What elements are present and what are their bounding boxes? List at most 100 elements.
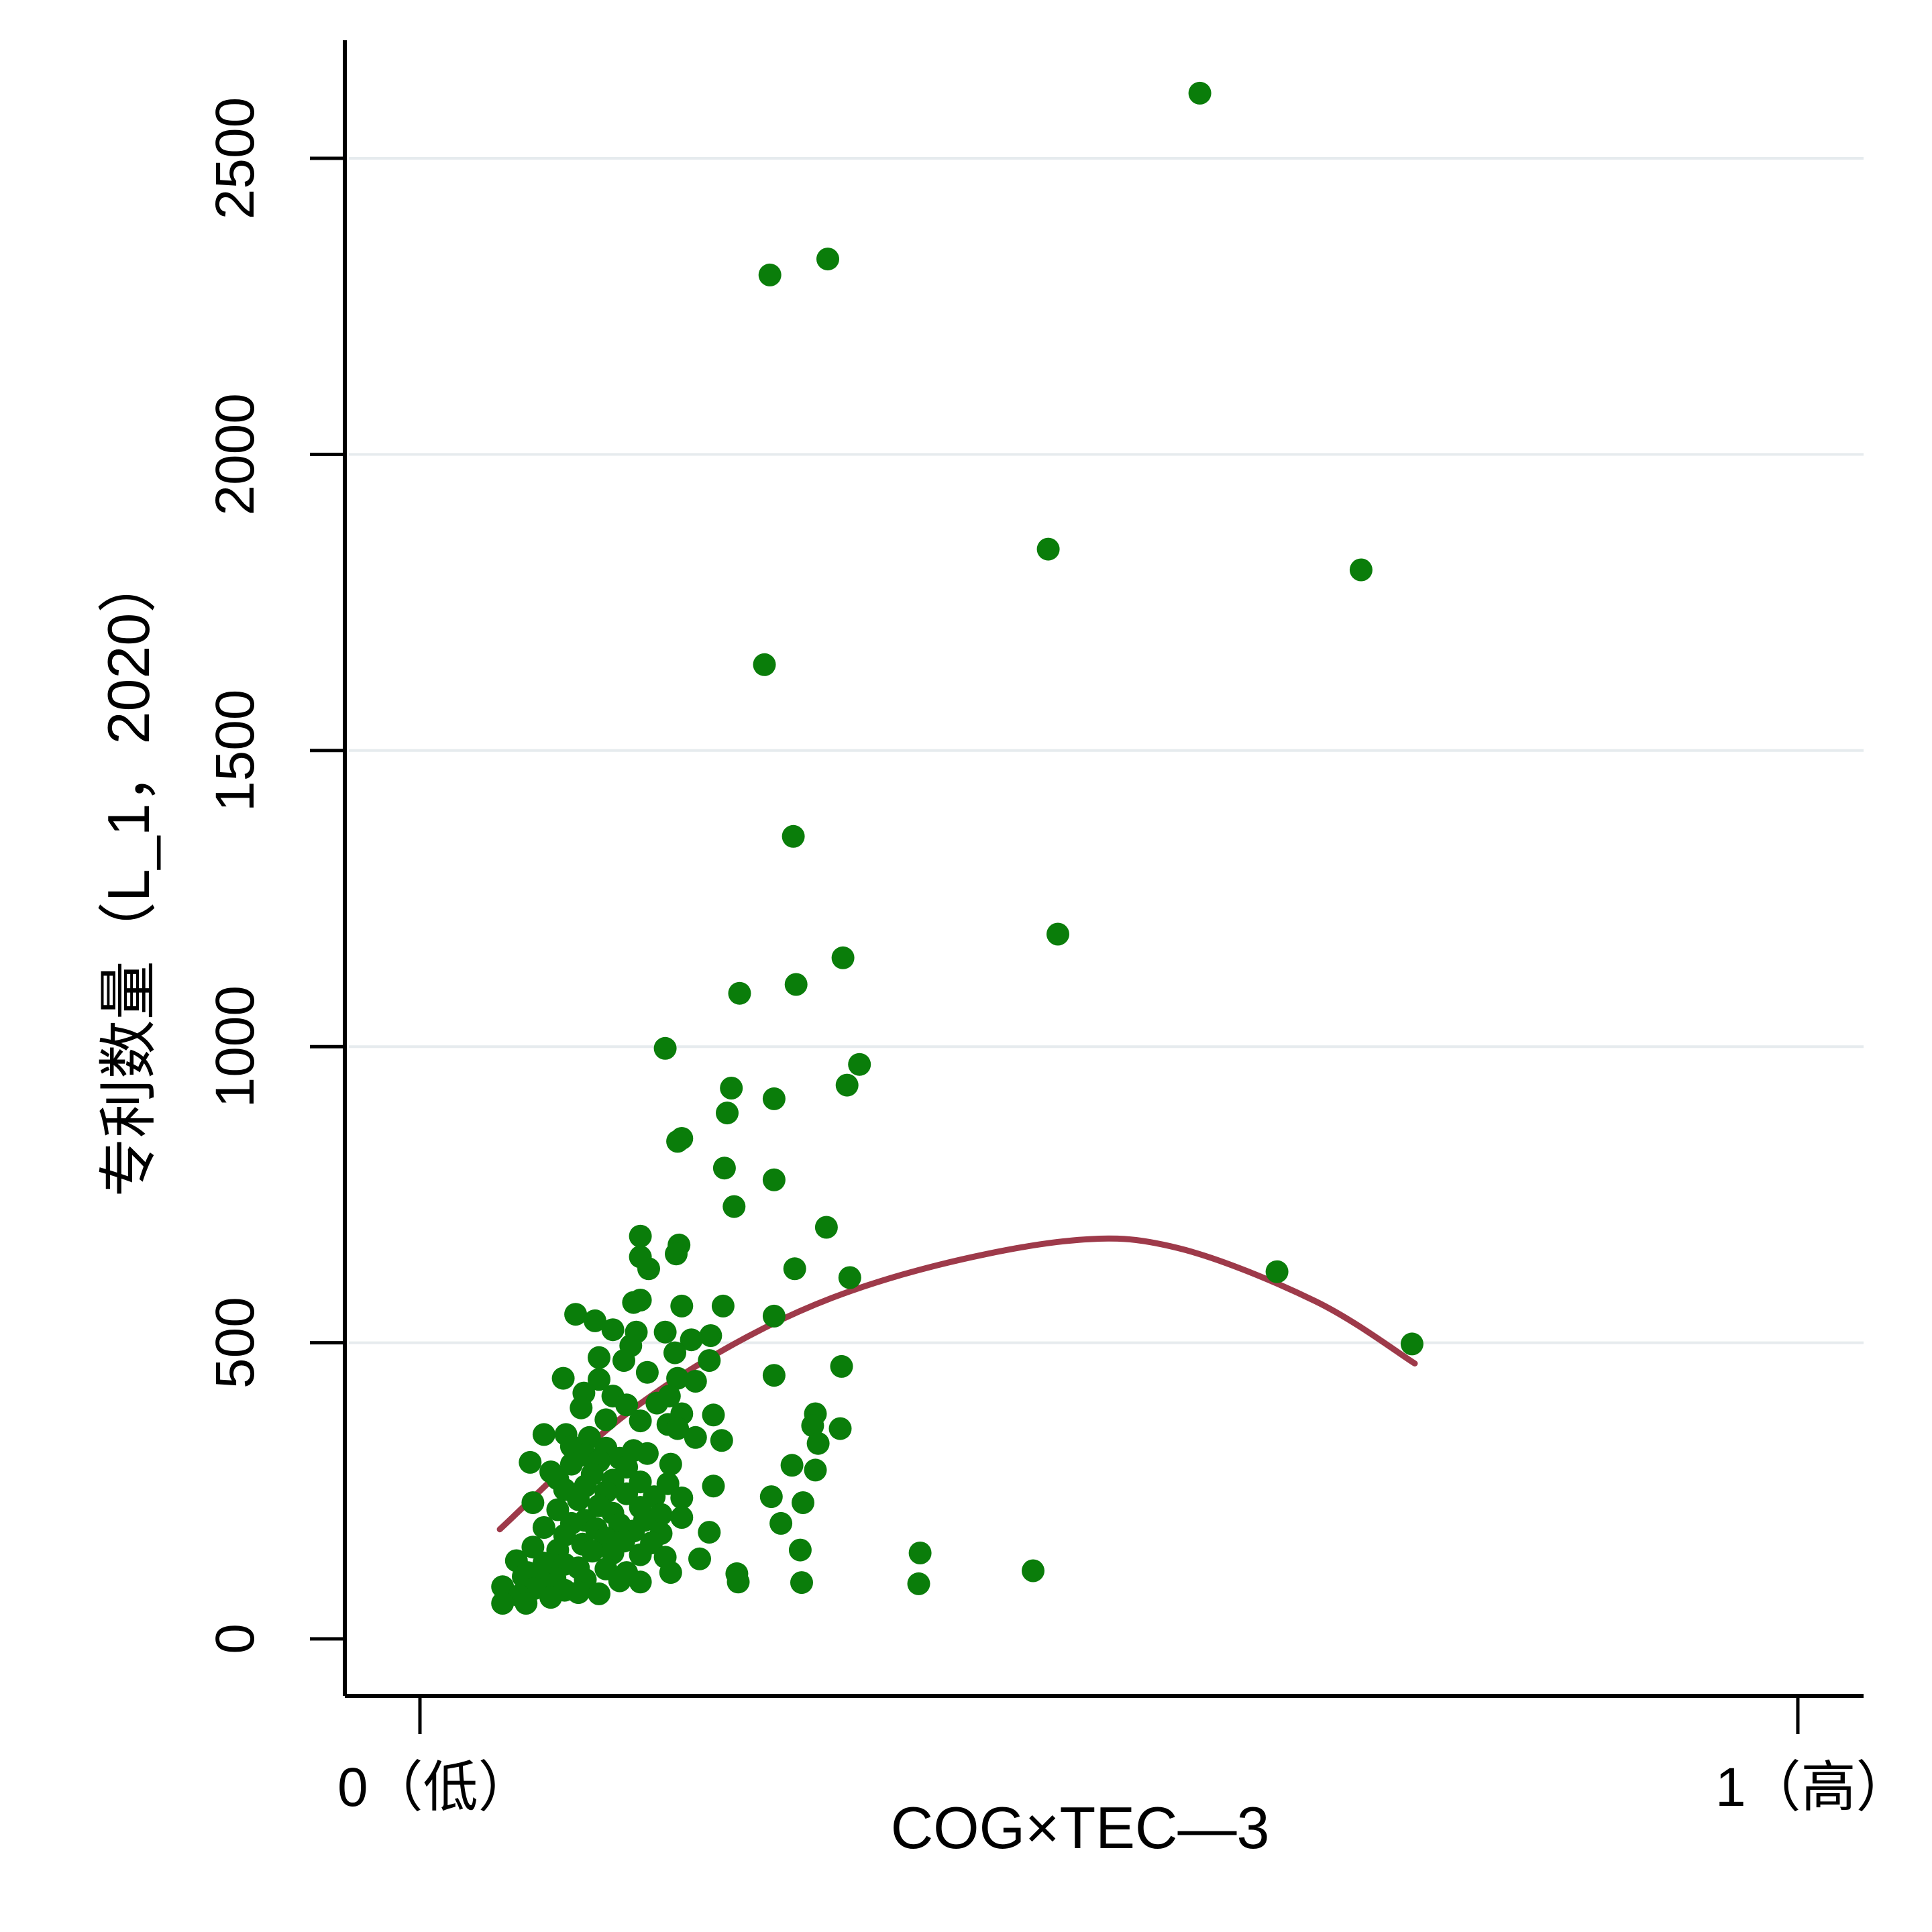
data-points [491,81,1424,1615]
data-point [801,1414,824,1438]
data-point [684,1426,707,1449]
data-point [816,248,839,271]
data-point [629,1224,652,1248]
data-point [835,1073,859,1097]
data-point [784,973,808,996]
data-point [814,1216,838,1239]
data-point [762,1304,786,1328]
data-point [670,1506,694,1529]
data-point [608,1569,631,1593]
data-point [1036,537,1060,561]
data-point [521,1491,545,1514]
data-point [680,1328,703,1352]
data-point [769,1511,793,1535]
data-point [615,1393,639,1417]
data-point [698,1521,721,1544]
y-tick-label: 0 [205,1623,266,1654]
axes [343,40,1864,1698]
data-point [666,1366,690,1390]
data-point [521,1536,545,1559]
data-point [831,946,855,969]
data-point [699,1324,722,1347]
y-tick-layer: 0 500 1000 1500 2000 2500 [205,97,345,1654]
data-point [710,1429,733,1452]
data-point [588,1368,610,1391]
data-point [804,1458,827,1482]
data-point [601,1318,625,1342]
data-point [848,1053,871,1076]
data-point [659,1452,682,1476]
data-point [645,1391,669,1415]
data-point [1046,922,1069,946]
data-point [665,1242,688,1266]
x-tick-label: 1（高） [1715,1757,1911,1818]
data-point [759,1485,783,1509]
data-point [792,1491,814,1514]
data-point [670,1294,694,1318]
data-point [762,1168,786,1191]
data-point [806,1432,830,1455]
data-point [578,1426,601,1449]
data-point [629,1570,652,1594]
data-point [588,1346,610,1369]
y-tick-label: 500 [205,1297,266,1389]
data-point [559,1452,583,1476]
data-point [780,1454,804,1477]
data-point [567,1488,590,1511]
data-point [515,1592,538,1615]
data-point [762,1087,786,1110]
data-point [629,1409,652,1433]
x-tick-layer: 0（低） 1（高） [337,1696,1911,1818]
data-point [727,1570,750,1594]
data-point [788,1538,812,1562]
y-tick-label: 1500 [205,690,266,812]
data-point [653,1320,677,1344]
y-axis-title: 专利数量（L_1，2020） [95,554,162,1197]
data-point [758,263,782,286]
data-point [666,1417,690,1440]
data-point [491,1592,515,1615]
data-point [684,1370,707,1393]
data-point [702,1474,725,1498]
data-point [828,1417,852,1440]
data-point [830,1354,853,1378]
data-point [838,1266,861,1289]
data-point [635,1360,659,1384]
data-point [716,1102,739,1125]
data-point [720,1077,743,1099]
data-point [670,1486,694,1509]
data-point [583,1309,606,1332]
data-point [637,1257,660,1281]
data-point [698,1349,721,1373]
data-point [1400,1332,1424,1356]
data-point [580,1540,604,1563]
data-point [688,1547,711,1570]
data-point [728,981,751,1005]
data-point [790,1571,813,1595]
data-point [519,1450,542,1474]
data-point [782,824,805,848]
data-point [551,1366,575,1390]
data-point [594,1408,618,1432]
x-tick-label: 0（低） [337,1757,533,1818]
y-tick-label: 2000 [205,393,266,515]
data-point [629,1543,652,1566]
data-point [1022,1559,1044,1582]
data-point [711,1294,735,1318]
data-point [570,1396,593,1419]
data-point [702,1403,725,1427]
data-point [762,1364,786,1387]
data-point [712,1157,736,1180]
x-axis-title: COG×TEC—3 [891,1794,1270,1861]
data-point [907,1572,930,1595]
data-point [1349,558,1373,582]
data-point [659,1561,682,1585]
data-point [539,1586,563,1609]
data-point [532,1423,555,1446]
data-point [629,1289,652,1311]
data-point [908,1542,932,1564]
data-point [663,1341,686,1364]
data-point [588,1582,610,1605]
data-point [635,1442,659,1465]
